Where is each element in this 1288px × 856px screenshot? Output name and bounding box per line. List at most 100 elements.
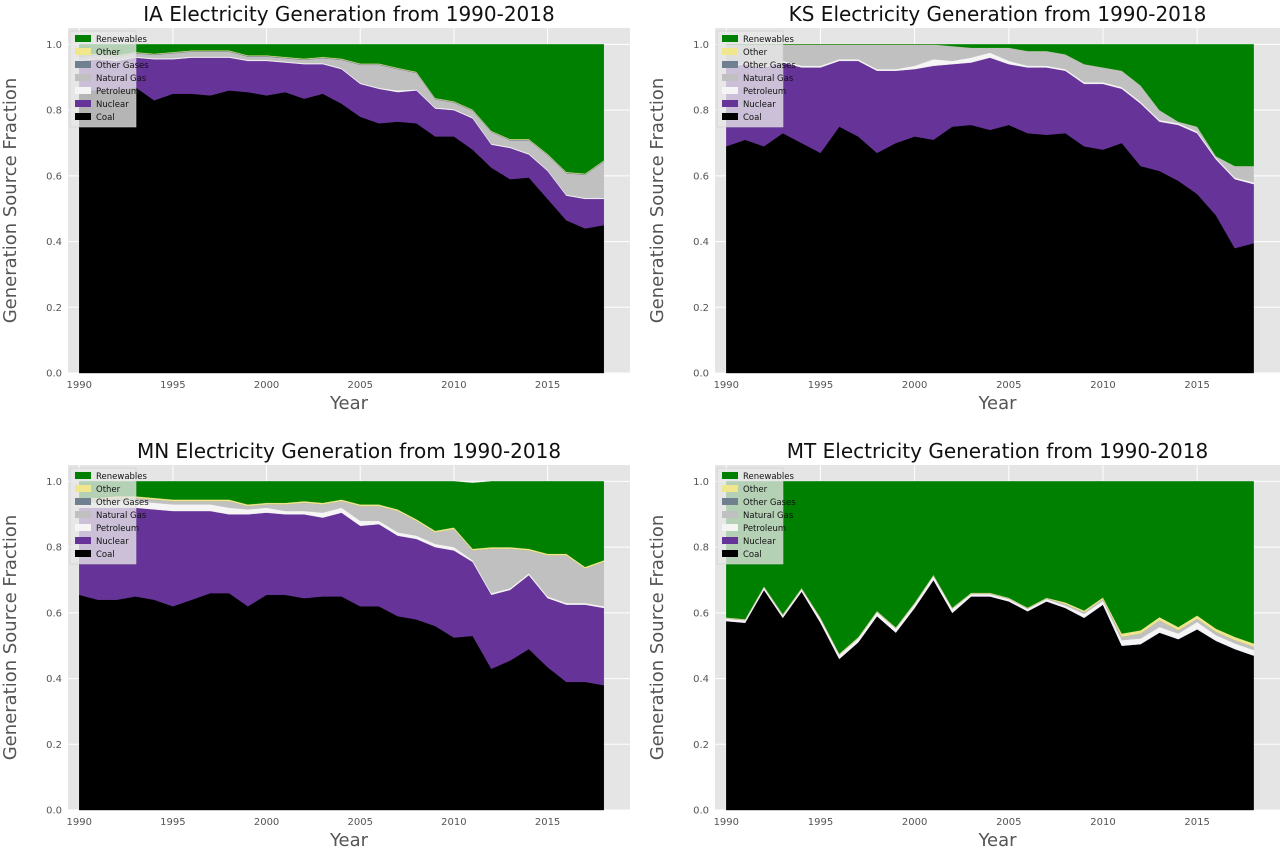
x-tick-label: 1995 xyxy=(808,817,833,828)
y-tick-label: 0.4 xyxy=(46,674,62,685)
legend-label: Other Gases xyxy=(96,61,149,71)
y-tick-label: 0.4 xyxy=(46,237,62,248)
x-tick-label: 1990 xyxy=(67,817,92,828)
y-tick-label: 0.2 xyxy=(693,303,709,314)
legend-label: Petroleum xyxy=(96,87,139,97)
x-tick-label: 2010 xyxy=(1090,380,1115,391)
x-tick-label: 1990 xyxy=(714,817,739,828)
x-tick-label: 2000 xyxy=(902,817,927,828)
chart-panel-2: 1990 1995 2000 2005 2010 2015 0.0 0.2 0.4 0.6 0.8 1… xyxy=(0,439,630,851)
legend-label: Nuclear xyxy=(96,537,129,547)
chart-panel-0: 1990 1995 2000 2005 2010 2015 0.0 0.2 0.4 0.6 0.8 1… xyxy=(0,2,630,414)
legend: Renewables Other Other Gases Natural Gas Pet… xyxy=(69,467,149,565)
legend-swatch xyxy=(75,498,91,505)
x-tick-label: 2015 xyxy=(535,817,560,828)
legend-label: Petroleum xyxy=(743,524,786,534)
legend-label: Other Gases xyxy=(743,61,796,71)
legend: Renewables Other Other Gases Natural Gas Pet… xyxy=(716,30,796,128)
x-tick-label: 1990 xyxy=(714,380,739,391)
y-tick-label: 0.0 xyxy=(46,806,62,817)
legend-swatch xyxy=(722,485,738,492)
x-tick-label: 2000 xyxy=(254,380,279,391)
x-axis-label: Year xyxy=(977,830,1017,851)
y-tick-label: 1.0 xyxy=(46,40,62,51)
legend-swatch xyxy=(722,100,738,107)
y-tick-label: 0.4 xyxy=(693,237,709,248)
chart-panel-1: 1990 1995 2000 2005 2010 2015 0.0 0.2 0.4 0.6 0.8 1… xyxy=(647,2,1280,414)
y-tick-label: 0.2 xyxy=(693,740,709,751)
legend-swatch xyxy=(722,550,738,557)
x-tick-label: 2015 xyxy=(1184,817,1209,828)
y-tick-label: 0.8 xyxy=(46,106,62,117)
legend-label: Natural Gas xyxy=(743,511,794,521)
chart-title: MN Electricity Generation from 1990-2018 xyxy=(137,439,561,463)
legend-swatch xyxy=(75,35,91,42)
y-tick-label: 0.0 xyxy=(693,806,709,817)
y-tick-label: 0.2 xyxy=(46,740,62,751)
y-axis-label: Generation Source Fraction xyxy=(647,515,668,761)
y-axis-label: Generation Source Fraction xyxy=(0,515,21,761)
chart-panel-3: 1990 1995 2000 2005 2010 2015 0.0 0.2 0.4 0.6 0.8 1… xyxy=(647,439,1280,851)
x-tick-label: 2010 xyxy=(441,380,466,391)
chart-title: MT Electricity Generation from 1990-2018 xyxy=(787,439,1208,463)
legend-swatch xyxy=(75,511,91,518)
y-tick-label: 1.0 xyxy=(693,40,709,51)
legend-label: Natural Gas xyxy=(743,74,794,84)
y-tick-label: 1.0 xyxy=(46,477,62,488)
x-tick-label: 2015 xyxy=(1184,380,1209,391)
area-renewables xyxy=(79,44,604,174)
y-tick-label: 0.6 xyxy=(46,608,62,619)
x-tick-label: 1995 xyxy=(160,817,185,828)
legend-swatch xyxy=(722,35,738,42)
legend-label: Petroleum xyxy=(743,87,786,97)
legend-label: Nuclear xyxy=(743,100,776,110)
legend-swatch xyxy=(722,61,738,68)
y-tick-label: 0.0 xyxy=(693,369,709,380)
legend-swatch xyxy=(722,113,738,120)
y-tick-label: 0.0 xyxy=(46,369,62,380)
y-tick-label: 0.6 xyxy=(693,171,709,182)
y-axis-label: Generation Source Fraction xyxy=(0,78,21,324)
x-tick-label: 2000 xyxy=(254,817,279,828)
x-tick-label: 2015 xyxy=(535,380,560,391)
legend-label: Natural Gas xyxy=(96,74,147,84)
legend-label: Renewables xyxy=(96,472,148,482)
chart-title: KS Electricity Generation from 1990-2018 xyxy=(789,2,1207,26)
legend-label: Renewables xyxy=(743,472,795,482)
legend-label: Coal xyxy=(743,550,762,560)
legend-swatch xyxy=(75,472,91,479)
y-tick-label: 0.8 xyxy=(46,543,62,554)
chart-title: IA Electricity Generation from 1990-2018 xyxy=(143,2,554,26)
x-tick-label: 2005 xyxy=(348,380,373,391)
legend-swatch xyxy=(722,511,738,518)
x-tick-label: 2010 xyxy=(1090,817,1115,828)
x-tick-label: 2005 xyxy=(348,817,373,828)
y-tick-label: 1.0 xyxy=(693,477,709,488)
x-tick-label: 2000 xyxy=(902,380,927,391)
y-tick-label: 0.6 xyxy=(693,608,709,619)
y-tick-label: 0.2 xyxy=(46,303,62,314)
x-axis-label: Year xyxy=(329,830,369,851)
x-axis-label: Year xyxy=(329,393,369,414)
legend-label: Other xyxy=(743,485,768,495)
y-tick-label: 0.8 xyxy=(693,543,709,554)
legend-label: Other xyxy=(743,48,768,58)
legend-swatch xyxy=(75,113,91,120)
legend-swatch xyxy=(75,524,91,531)
legend-swatch xyxy=(722,537,738,544)
legend-label: Natural Gas xyxy=(96,511,147,521)
legend-swatch xyxy=(722,524,738,531)
legend-swatch xyxy=(722,74,738,81)
legend-label: Petroleum xyxy=(96,524,139,534)
legend: Renewables Other Other Gases Natural Gas Pet… xyxy=(69,30,149,128)
legend-swatch xyxy=(75,48,91,55)
legend-swatch xyxy=(75,550,91,557)
x-axis-label: Year xyxy=(977,393,1017,414)
legend-label: Other xyxy=(96,485,121,495)
legend-label: Coal xyxy=(96,550,115,560)
legend-label: Coal xyxy=(743,113,762,123)
y-tick-label: 0.8 xyxy=(693,106,709,117)
legend-swatch xyxy=(75,87,91,94)
legend-swatch xyxy=(75,61,91,68)
legend-label: Other xyxy=(96,48,121,58)
